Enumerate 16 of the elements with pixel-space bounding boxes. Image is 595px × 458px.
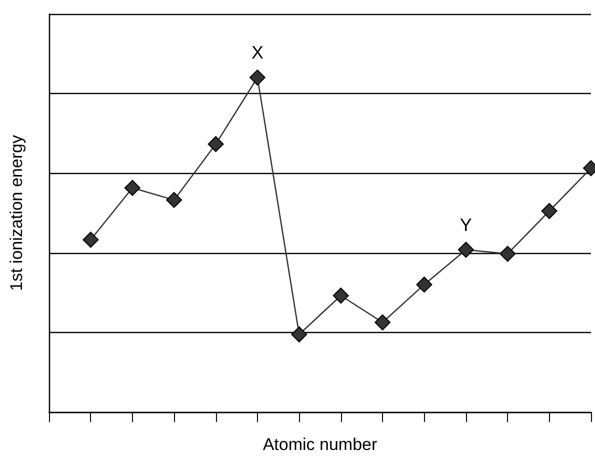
point — [208, 136, 224, 152]
point — [291, 326, 308, 342]
point — [82, 232, 99, 248]
annotation: X — [251, 42, 264, 63]
point — [541, 202, 558, 219]
point — [500, 246, 516, 262]
y-axis-title: 1st ionization energy — [7, 134, 26, 291]
annotation: Y — [460, 214, 472, 235]
point — [458, 242, 474, 258]
point — [124, 180, 140, 196]
point — [166, 192, 182, 208]
point — [416, 276, 432, 293]
point — [374, 314, 391, 330]
point — [332, 288, 349, 304]
x-axis-title: Atomic number — [262, 435, 378, 454]
point — [249, 70, 266, 86]
